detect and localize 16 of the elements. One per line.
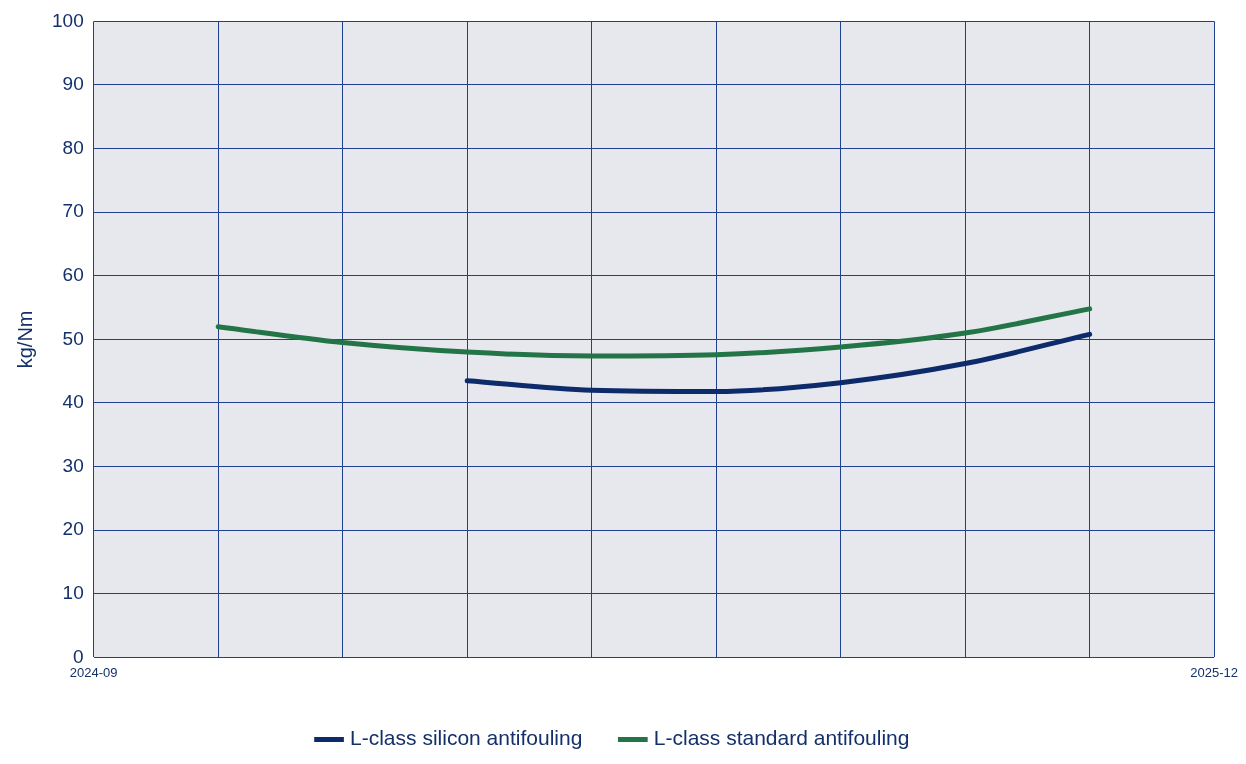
y-tick-label: 20 — [62, 518, 84, 540]
x-tick-label: 2024-09 — [69, 664, 118, 680]
y-tick-label: 0 — [73, 645, 84, 667]
y-tick-label: 90 — [62, 73, 84, 95]
y-tick-label: 80 — [62, 136, 84, 158]
y-axis-title: kg/Nm — [13, 310, 36, 369]
y-tick-label: 10 — [62, 582, 84, 604]
y-tick-label: 30 — [62, 454, 84, 476]
legend-label: L-class silicon antifouling — [350, 726, 583, 750]
y-tick-label: 60 — [62, 264, 84, 286]
y-tick-label: 50 — [62, 327, 84, 349]
y-tick-label: 70 — [62, 200, 84, 222]
x-tick-label: 2025-12 — [1190, 664, 1238, 680]
y-tick-label: 40 — [62, 391, 84, 413]
y-tick-label: 100 — [52, 9, 84, 31]
legend-label: L-class standard antifouling — [653, 726, 910, 750]
